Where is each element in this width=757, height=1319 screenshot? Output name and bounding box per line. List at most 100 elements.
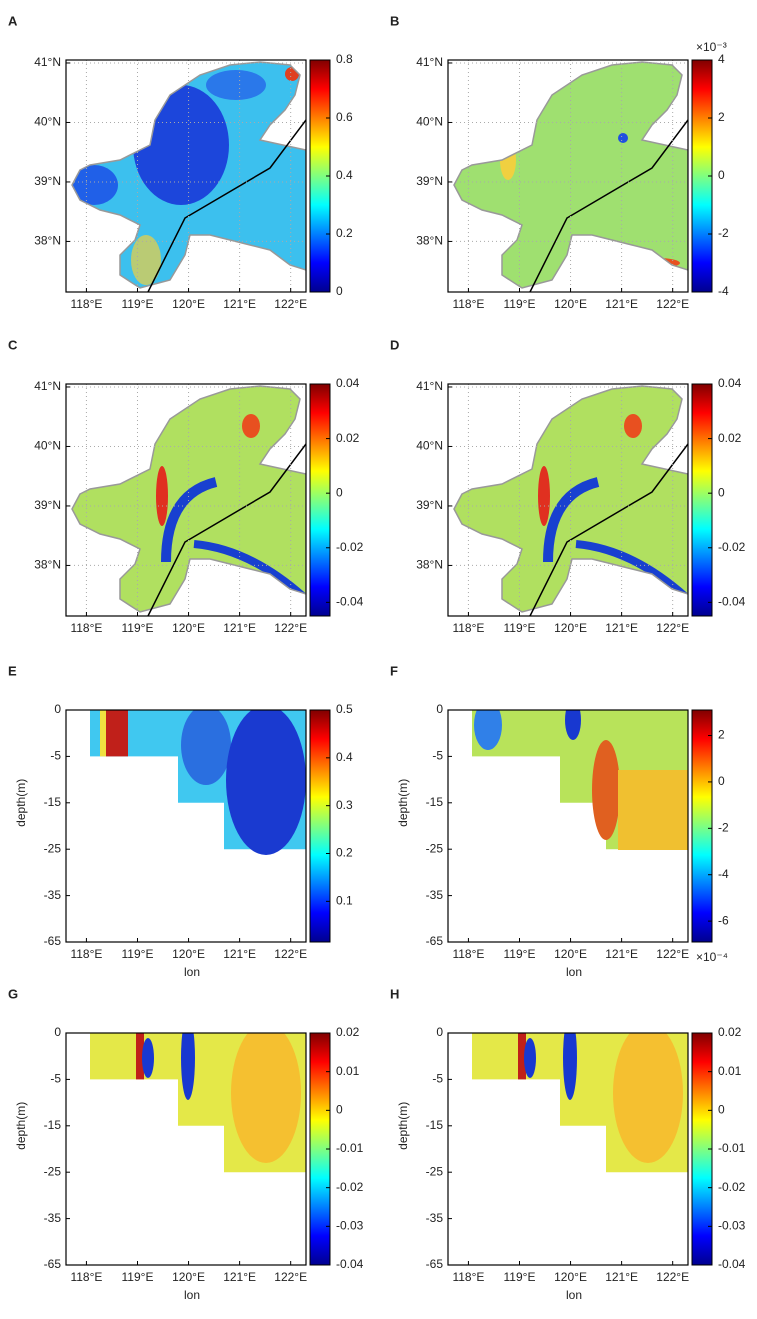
colorbar-tick-label: 0.1 — [336, 894, 353, 908]
y-axis-label: depth(m) — [14, 1102, 28, 1150]
axes-box — [65, 1032, 307, 1266]
colorbar — [691, 709, 713, 943]
y-tick-label: 38°N — [34, 558, 61, 572]
x-tick-label: 119°E — [504, 947, 536, 961]
y-tick-label: -65 — [44, 1257, 62, 1271]
field-blob — [565, 710, 581, 740]
y-tick-label: -15 — [426, 795, 444, 809]
y-tick-label: -35 — [44, 1211, 62, 1225]
colorbar-tick-label: 0 — [718, 1103, 725, 1117]
field-blob — [592, 740, 620, 840]
colorbar-tick-label: 0 — [718, 774, 725, 788]
x-tick-label: 122°E — [656, 947, 689, 961]
plot-field — [472, 1033, 688, 1173]
field-blob — [636, 258, 680, 268]
x-tick-label: 120°E — [554, 621, 587, 635]
x-tick-label: 122°E — [656, 297, 689, 311]
coastline — [453, 61, 688, 289]
x-tick-label: 120°E — [172, 297, 205, 311]
x-tick-label: 120°E — [554, 297, 587, 311]
colorbar-tick-label: 0.4 — [336, 168, 353, 182]
y-tick-label: 38°N — [416, 558, 443, 572]
field-blob — [131, 235, 161, 285]
y-tick-label: 40°N — [416, 439, 443, 453]
colorbar-tick-label: 0.02 — [718, 431, 742, 445]
colorbar-tick-label: -0.02 — [336, 540, 364, 554]
panel-label: G — [8, 986, 18, 1001]
colorbar-tick-label: 0 — [336, 1103, 343, 1117]
colorbar-tick-label: 0.8 — [336, 52, 353, 66]
x-tick-label: 121°E — [605, 1270, 638, 1284]
colorbar-tick-label: 0.2 — [336, 226, 353, 240]
axes-box — [65, 709, 307, 943]
field-blob — [136, 1033, 144, 1080]
colorbar-tick-label: -0.04 — [718, 1257, 746, 1271]
x-tick-label: 118°E — [70, 621, 102, 635]
x-tick-label: 121°E — [605, 297, 638, 311]
x-tick-label: 119°E — [504, 1270, 536, 1284]
colorbar-tick-label: 0.04 — [718, 376, 742, 390]
colorbar-tick-label: 0.01 — [718, 1064, 742, 1078]
x-tick-label: 118°E — [452, 947, 484, 961]
field-blob — [538, 466, 550, 526]
axes-box — [447, 59, 689, 293]
axes-box — [65, 59, 307, 293]
y-tick-label: -25 — [426, 1164, 444, 1178]
y-axis-label: depth(m) — [396, 1102, 410, 1150]
colorbar-tick-label: -6 — [718, 913, 729, 927]
colorbar-tick-label: 0.02 — [336, 431, 360, 445]
y-tick-label: 0 — [436, 702, 443, 716]
colorbar-tick-label: -4 — [718, 284, 729, 298]
field-blob — [285, 67, 299, 81]
field-blob — [518, 1033, 526, 1080]
x-tick-label: 122°E — [274, 621, 307, 635]
field-blob — [181, 1033, 195, 1100]
colorbar-tick-label: -0.04 — [336, 595, 364, 609]
colorbar-tick-label: 0 — [718, 168, 725, 182]
y-tick-label: 39°N — [34, 498, 61, 512]
field-arc — [543, 477, 600, 563]
plot-field — [472, 710, 688, 850]
panel-label: A — [8, 13, 18, 28]
y-tick-label: -15 — [44, 1118, 62, 1132]
field-blob — [242, 414, 260, 438]
colorbar-tick-label: -0.04 — [718, 595, 746, 609]
y-tick-label: 41°N — [416, 379, 443, 393]
colorbar-tick-label: 0 — [336, 485, 343, 499]
colorbar-tick-label: 0.01 — [336, 1064, 360, 1078]
y-tick-label: 41°N — [416, 55, 443, 69]
x-tick-label: 118°E — [70, 947, 102, 961]
field-blob — [181, 710, 231, 785]
colorbar-tick-label: 0.04 — [336, 376, 360, 390]
x-tick-label: 120°E — [554, 1270, 587, 1284]
x-tick-label: 122°E — [274, 1270, 307, 1284]
panel-label: E — [8, 663, 17, 678]
x-tick-label: 121°E — [605, 947, 638, 961]
x-tick-label: 119°E — [504, 297, 536, 311]
colorbar — [691, 383, 713, 617]
colorbar-exponent: ×10⁻⁴ — [696, 950, 728, 964]
field-blob — [100, 710, 106, 757]
y-tick-label: -25 — [44, 1164, 62, 1178]
field-blob — [156, 466, 168, 526]
colorbar-tick-label: -0.01 — [718, 1141, 746, 1155]
plot-field — [453, 385, 688, 616]
x-tick-label: 121°E — [223, 1270, 256, 1284]
x-tick-label: 120°E — [172, 1270, 205, 1284]
sea-group — [72, 62, 306, 288]
colorbar-tick-label: 0.6 — [336, 110, 353, 124]
axes-box — [447, 709, 689, 943]
y-tick-label: -25 — [44, 841, 62, 855]
y-tick-label: 0 — [436, 1025, 443, 1039]
x-tick-label: 118°E — [452, 297, 484, 311]
colorbar-tick-label: -0.02 — [718, 540, 746, 554]
colorbar-tick-label: 2 — [718, 728, 725, 742]
x-axis-label: lon — [566, 1288, 582, 1302]
sea-group — [454, 386, 688, 612]
panel-label: D — [390, 337, 399, 352]
plot-field — [90, 710, 306, 855]
field-blob — [142, 1038, 154, 1078]
field-blob — [106, 710, 128, 757]
y-tick-label: 39°N — [416, 174, 443, 188]
